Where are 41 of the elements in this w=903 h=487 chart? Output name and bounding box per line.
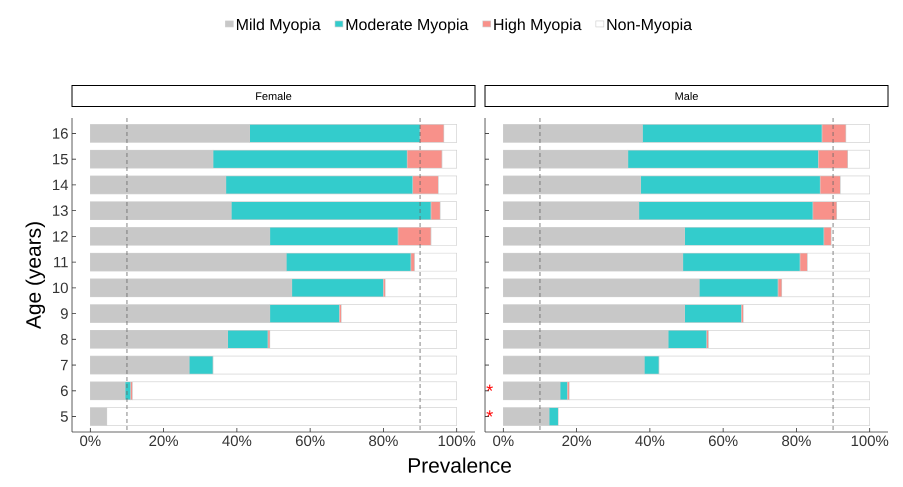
x-tick-label: 80% xyxy=(782,436,811,446)
x-tick-label: 60% xyxy=(296,436,325,446)
y-tick-label: 15 xyxy=(53,154,68,164)
y-tick-label: 13 xyxy=(53,205,68,216)
annotation: * xyxy=(486,410,493,417)
y-tick-label: 10 xyxy=(53,282,68,294)
y-tick-label: 7 xyxy=(60,360,68,370)
y-tick-label: 11 xyxy=(54,256,68,268)
x-tick-label: 100% xyxy=(852,436,888,446)
legend-label: Moderate Myopia xyxy=(346,18,468,34)
bar xyxy=(270,330,457,349)
bar xyxy=(340,304,457,323)
bar xyxy=(568,382,870,400)
x-tick-label: 20% xyxy=(149,436,178,446)
bar xyxy=(414,252,457,272)
y-axis-title: Age (years) xyxy=(26,222,46,330)
y-tick-label: 5 xyxy=(60,411,68,422)
legend-label: Non-Myopia xyxy=(607,18,692,34)
x-axis-title: Prevalence xyxy=(408,458,511,473)
bar xyxy=(781,278,870,298)
x-tick-label: 40% xyxy=(635,436,664,446)
x-tick-label: 60% xyxy=(708,436,738,446)
bar xyxy=(743,304,870,323)
x-tick-label: 40% xyxy=(222,436,252,446)
chart-title: Male xyxy=(676,92,698,100)
y-tick-label: 12 xyxy=(53,231,68,242)
y-tick-label: 6 xyxy=(60,386,68,396)
y-tick-label: 16 xyxy=(53,128,68,139)
x-tick-label: 100% xyxy=(438,436,476,446)
legend-label: Mild Myopia xyxy=(236,18,321,34)
x-tick-label: 0% xyxy=(493,436,514,446)
x-tick-label: 20% xyxy=(562,436,592,446)
y-tick-label: 9 xyxy=(60,308,68,319)
chart-title: Female xyxy=(256,92,292,100)
x-tick-label: 80% xyxy=(369,436,398,446)
annotation: * xyxy=(486,384,493,391)
y-tick-label: 14 xyxy=(53,180,68,190)
bar xyxy=(384,278,457,298)
x-tick-label: 0% xyxy=(80,436,101,446)
legend-label: High Myopia xyxy=(494,18,582,34)
y-tick-label: 8 xyxy=(60,334,68,345)
